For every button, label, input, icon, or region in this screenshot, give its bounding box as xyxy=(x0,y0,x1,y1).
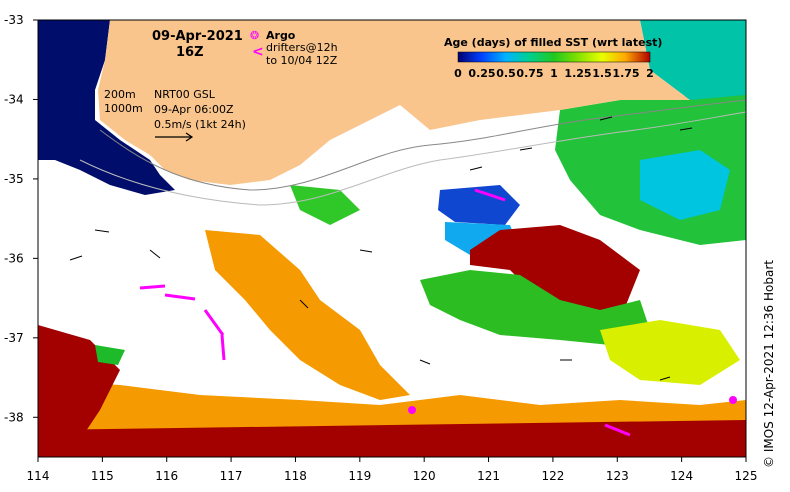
x-tick-label: 117 xyxy=(220,469,243,483)
y-tick-label: -37 xyxy=(4,331,24,345)
y-tick-label: -36 xyxy=(4,251,24,265)
colorbar-tick-label: 1.5 xyxy=(592,67,612,80)
x-tick-label: 118 xyxy=(284,469,307,483)
sst-age-zero-region xyxy=(38,20,175,195)
x-tick-label: 121 xyxy=(477,469,500,483)
y-axis: -33 -34 -35 -36 -37 -38 xyxy=(4,13,38,424)
colorbar-tick-label: 0 xyxy=(454,67,462,80)
contour-200-label: 200m xyxy=(104,88,136,101)
argo-floats xyxy=(408,396,737,414)
current-scale-arrow-icon xyxy=(155,132,194,142)
plot-frame xyxy=(37,19,747,458)
sst-age-green-patch-center xyxy=(420,270,650,345)
colorbar-ticks: 0 0.25 0.5 0.75 1 1.25 1.5 1.75 2 xyxy=(454,67,654,80)
x-tick-label: 115 xyxy=(91,469,114,483)
drifter-tracks xyxy=(139,188,631,437)
currents-source-label: NRT00 GSL xyxy=(154,88,216,101)
sst-age-blue-patch xyxy=(438,185,520,225)
colorbar-title: Age (days) of filled SST (wrt latest) xyxy=(444,36,662,49)
colorbar-tick-label: 0.5 xyxy=(496,67,516,80)
colorbar-tick-label: 0.75 xyxy=(516,67,543,80)
y-tick-label: -35 xyxy=(4,172,24,186)
x-tick-label: 125 xyxy=(735,469,758,483)
colorbar-tick-label: 1 xyxy=(550,67,558,80)
x-tick-label: 116 xyxy=(155,469,178,483)
sst-age-red-patch-center xyxy=(470,225,640,330)
x-tick-label: 124 xyxy=(670,469,693,483)
y-tick-label: -38 xyxy=(4,410,24,424)
colorbar-tick-label: 2 xyxy=(646,67,654,80)
y-tick-label: -33 xyxy=(4,13,24,27)
sst-age-yellow-patch-east xyxy=(600,320,740,385)
contour-1000-label: 1000m xyxy=(104,102,143,115)
argo-icon: ❂ xyxy=(250,29,259,42)
credit-label: © IMOS 12-Apr-2021 12:36 Hobart xyxy=(762,260,776,468)
x-tick-label: 119 xyxy=(348,469,371,483)
x-tick-label: 122 xyxy=(541,469,564,483)
colorbar-tick-label: 0.25 xyxy=(468,67,495,80)
currents-time-label: 09-Apr 06:00Z xyxy=(154,103,234,116)
sst-age-cyan-patch xyxy=(640,150,730,220)
sst-age-red-band-bottom xyxy=(38,420,746,457)
colorbar-tick-label: 1.75 xyxy=(612,67,639,80)
x-axis: 114 115 116 117 118 119 120 121 122 123 124 125 xyxy=(27,457,758,483)
drifters-until-label: to 10/04 12Z xyxy=(266,54,338,67)
current-vectors xyxy=(69,116,693,381)
argo-label: Argo xyxy=(266,29,296,42)
sst-age-cyan-region-east xyxy=(640,20,746,100)
x-tick-label: 120 xyxy=(413,469,436,483)
colorbar-tick-label: 1.25 xyxy=(564,67,591,80)
colorbar xyxy=(457,51,651,63)
drifters-label: drifters@12h xyxy=(266,41,338,54)
sst-age-green-fleck-south xyxy=(95,345,125,365)
date-label: 09-Apr-2021 xyxy=(152,29,243,44)
y-tick-label: -34 xyxy=(4,92,24,106)
x-tick-label: 114 xyxy=(27,469,50,483)
sst-age-green-strip xyxy=(290,185,360,225)
map-plot xyxy=(38,20,746,457)
bathymetry-contour-200 xyxy=(99,99,746,191)
time-label: 16Z xyxy=(176,45,204,60)
sst-age-orange-plume xyxy=(205,230,410,400)
drifters-icon: < xyxy=(252,44,264,60)
currents-scale-label: 0.5m/s (1kt 24h) xyxy=(154,118,246,131)
bathymetry-contour-1000 xyxy=(79,111,746,206)
x-tick-label: 123 xyxy=(606,469,629,483)
